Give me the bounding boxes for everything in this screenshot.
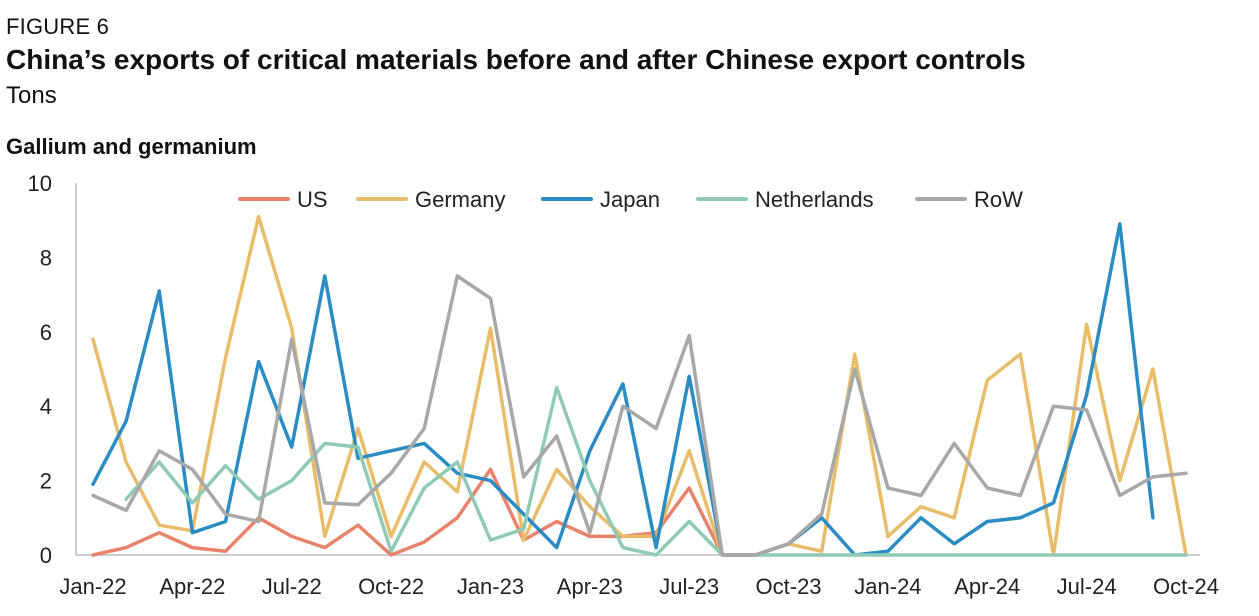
x-tick-label: Jan-23 <box>457 574 524 599</box>
x-tick-label: Apr-22 <box>159 574 225 599</box>
x-tick-label: Oct-23 <box>756 574 822 599</box>
y-tick-label: 6 <box>40 320 52 345</box>
series-line-japan <box>91 222 1155 557</box>
series-line-netherlands <box>124 385 1188 557</box>
y-tick-label: 2 <box>40 469 52 494</box>
panel-title: Gallium and germanium <box>6 134 257 159</box>
x-tick-label: Jul-23 <box>659 574 719 599</box>
y-tick-label: 0 <box>40 543 52 568</box>
figure-label: FIGURE 6 <box>6 14 110 39</box>
legend-label-row: RoW <box>974 187 1023 212</box>
legend-label-germany: Germany <box>415 187 505 212</box>
x-tick-label: Apr-23 <box>557 574 623 599</box>
unit-label: Tons <box>6 82 57 109</box>
y-tick-label: 8 <box>40 245 52 270</box>
legend-label-japan: Japan <box>600 187 660 212</box>
x-tick-label: Jan-24 <box>854 574 921 599</box>
series-line-row <box>91 274 1188 557</box>
y-tick-label: 4 <box>40 394 52 419</box>
legend-label-us: US <box>297 187 328 212</box>
x-tick-label: Apr-24 <box>954 574 1020 599</box>
y-tick-label: 10 <box>28 171 52 196</box>
series-line-germany <box>91 214 1188 557</box>
chart-title: China’s exports of critical materials be… <box>6 44 1026 75</box>
x-tick-label: Oct-22 <box>358 574 424 599</box>
x-tick-label: Jul-24 <box>1057 574 1117 599</box>
x-tick-label: Jul-22 <box>262 574 322 599</box>
series-line-us <box>91 467 758 557</box>
x-tick-label: Jan-22 <box>59 574 126 599</box>
x-tick-label: Oct-24 <box>1153 574 1219 599</box>
legend-label-netherlands: Netherlands <box>755 187 874 212</box>
